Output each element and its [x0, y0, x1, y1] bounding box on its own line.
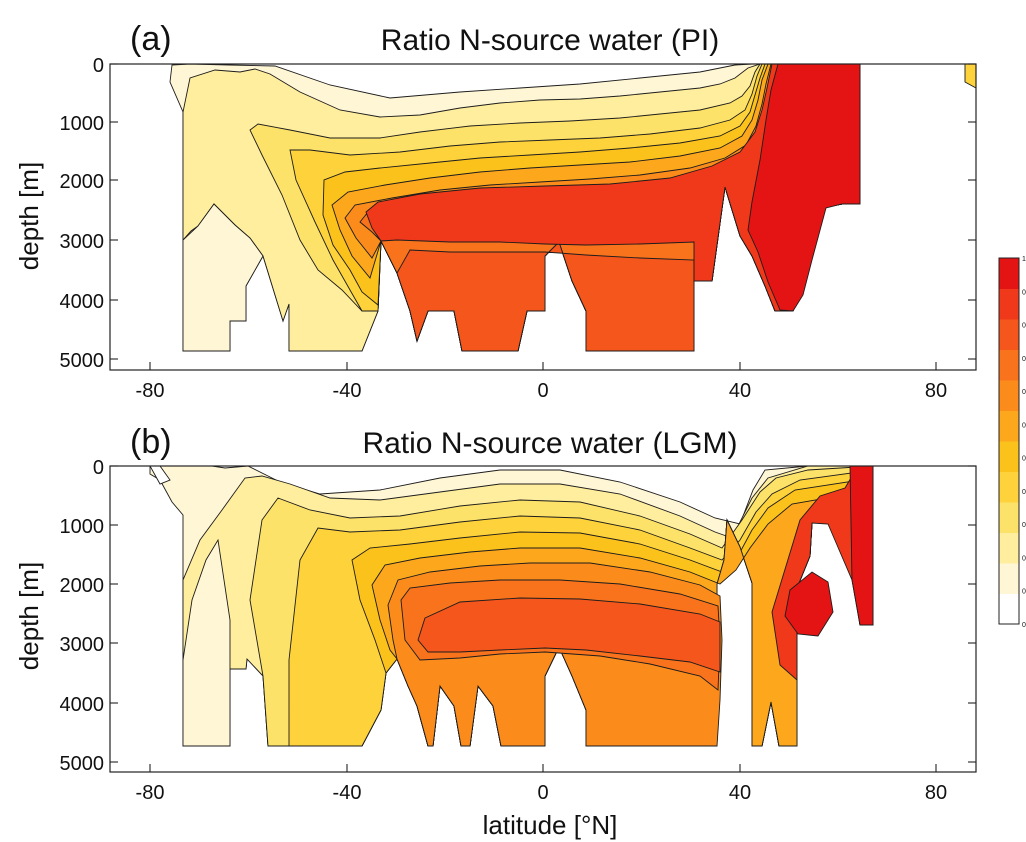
panel-b-ytick-labels: 0 1000 2000 3000 4000 5000 — [60, 457, 105, 775]
xtick-label: 80 — [925, 380, 947, 402]
panel-a-title: Ratio N-source water (PI) — [381, 24, 719, 57]
colorbar-tick-label: 0 — [1022, 422, 1026, 429]
colorbar-swatch — [999, 563, 1019, 594]
ytick-label: 2000 — [60, 575, 105, 597]
colorbar-swatch — [999, 593, 1019, 625]
colorbar-swatch — [999, 349, 1019, 381]
colorbar-swatch — [999, 319, 1019, 350]
colorbar-tick-label: 0 — [1022, 456, 1026, 463]
ytick-label: 3000 — [60, 634, 105, 656]
colorbar-frame — [998, 257, 1020, 625]
colorbar-tick-label: 0 — [1022, 356, 1026, 363]
colorbar-tick-label: 1 — [1022, 256, 1026, 263]
panel-b-title: Ratio N-source water (LGM) — [362, 427, 737, 460]
colorbar-swatches — [999, 258, 1019, 625]
colorbar-swatch — [999, 471, 1019, 503]
colorbar-tick-label: 0 — [1022, 489, 1026, 496]
xtick-label: 0 — [537, 380, 548, 402]
ytick-label: 0 — [93, 55, 104, 77]
colorbar-tick-labels: 0 0 0 0 0 0 0 0 0 0 0 1 — [1022, 256, 1026, 629]
contour-fill-level-10 — [747, 63, 861, 312]
panel-a: (a) Ratio N-source water (PI) depth [m] — [14, 20, 977, 402]
panel-a-tag: (a) — [130, 20, 172, 58]
ytick-label: 4000 — [60, 291, 105, 313]
colorbar-tick-label: 0 — [1022, 622, 1026, 629]
panel-a-xticks — [149, 362, 937, 370]
colorbar-swatch — [999, 410, 1019, 442]
colorbar-swatch — [999, 380, 1019, 411]
contour-fill-level-9 — [417, 597, 721, 673]
ytick-label: 1000 — [60, 113, 105, 135]
xtick-label: -80 — [136, 380, 165, 402]
panel-b-xticks — [149, 764, 937, 772]
ytick-label: 1000 — [60, 516, 105, 538]
panel-b-yticks — [110, 465, 976, 763]
panel-a-yticks — [110, 63, 976, 360]
colorbar-swatch — [999, 532, 1019, 564]
ytick-label: 5000 — [60, 753, 105, 775]
panel-a-ylabel: depth [m] — [14, 162, 44, 270]
contour-fill-level-0 — [182, 538, 231, 747]
ytick-label: 3000 — [60, 231, 105, 253]
ytick-label: 4000 — [60, 694, 105, 716]
panel-b-ylabel: depth [m] — [14, 562, 44, 670]
contour-fill-level-11 — [784, 571, 834, 637]
xtick-label: 40 — [729, 380, 751, 402]
contour-fill-level-8b — [396, 241, 695, 352]
xtick-label: 0 — [537, 782, 548, 804]
panel-a-ytick-labels: 0 1000 2000 3000 4000 5000 — [60, 55, 105, 372]
panel-b-tag: (b) — [130, 423, 172, 461]
x-axis-label: latitude [°N] — [483, 810, 618, 840]
colorbar-swatch — [999, 502, 1019, 533]
colorbar-tick-label: 0 — [1022, 289, 1026, 296]
colorbar-swatch — [999, 258, 1019, 289]
colorbar-tick-label: 0 — [1022, 555, 1026, 562]
panel-b: (b) Ratio N-source water (LGM) depth [m] — [14, 423, 977, 804]
ytick-label: 5000 — [60, 350, 105, 372]
colorbar-swatch — [999, 441, 1019, 472]
panel-a-contour-field — [169, 63, 977, 352]
xtick-label: -40 — [333, 782, 362, 804]
panel-a-xtick-labels: -80 -40 0 40 80 — [136, 380, 948, 402]
xtick-label: -40 — [333, 380, 362, 402]
contour-fill-sliver — [964, 63, 977, 89]
colorbar-tick-label: 0 — [1022, 389, 1026, 396]
xtick-label: 80 — [925, 782, 947, 804]
colorbar-tick-label: 0 — [1022, 522, 1026, 529]
panel-b-xtick-labels: -80 -40 0 40 80 — [136, 782, 948, 804]
xtick-label: 40 — [729, 782, 751, 804]
contour-fill-level-12 — [849, 465, 874, 626]
xtick-label: -80 — [136, 782, 165, 804]
ytick-label: 0 — [93, 457, 104, 479]
colorbar-tick-label: 0 — [1022, 323, 1026, 330]
ytick-label: 2000 — [60, 171, 105, 193]
colorbar-tick-label: 0 — [1022, 589, 1026, 596]
contour-fill-level-0 — [182, 203, 264, 352]
colorbar: 0 0 0 0 0 0 0 0 0 0 0 1 — [998, 256, 1026, 629]
colorbar-swatch — [999, 288, 1019, 320]
panel-b-contour-field — [149, 465, 874, 747]
